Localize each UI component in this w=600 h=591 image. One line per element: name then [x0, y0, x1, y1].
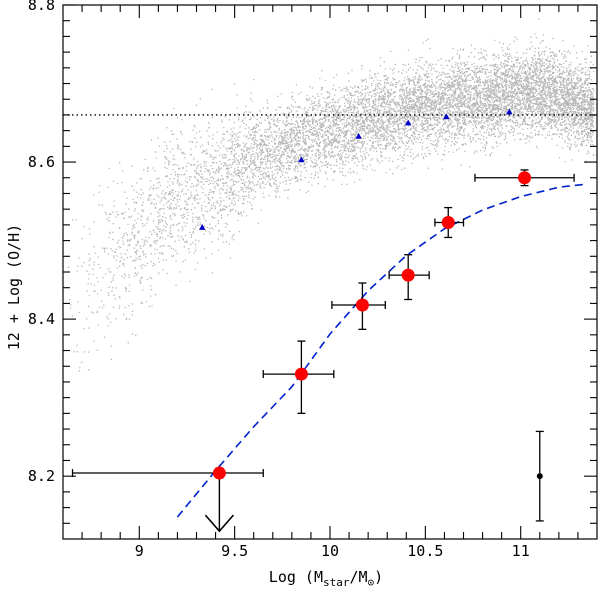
- x-tick-label: 11: [512, 542, 530, 560]
- binned-points: [212, 171, 532, 480]
- x-title-pre: Log (M: [269, 568, 323, 586]
- binned-point: [294, 367, 308, 381]
- y-tick-label: 8.8: [28, 0, 55, 14]
- triangle-point: [404, 119, 412, 126]
- y-tick-label: 8.2: [28, 467, 55, 485]
- y-axis-title: 12 + Log (O/H): [5, 224, 23, 350]
- triangle-point: [443, 113, 450, 120]
- binned-point: [401, 268, 415, 282]
- cloud-points: [67, 18, 595, 372]
- x-tick-label: 10.5: [407, 542, 443, 560]
- binned-point: [518, 171, 532, 185]
- binned-errorbars: [71, 169, 575, 533]
- x-title-sub1: star: [323, 576, 350, 589]
- representative-error: [535, 430, 544, 522]
- axis-ticks: [63, 4, 597, 539]
- rep-point: [536, 473, 543, 480]
- x-tick-label: 10: [321, 542, 339, 560]
- y-tick-labels: 8.2 8.4 8.6 8.8: [28, 0, 55, 485]
- binned-point: [441, 216, 455, 230]
- x-title-mid: /M: [349, 568, 367, 586]
- x-tick-labels: 9 9.5 10 10.5 11: [135, 542, 530, 560]
- triangle-point: [199, 224, 206, 230]
- background-cloud: [67, 18, 595, 372]
- x-title-sub2: ⊙: [368, 576, 375, 589]
- fit-curve: [176, 183, 588, 518]
- upper-limit-arrowhead: [204, 514, 234, 533]
- x-title-post: ): [374, 568, 383, 586]
- triangle-series: [199, 108, 513, 230]
- triangle-point: [506, 108, 513, 115]
- binned-point: [355, 298, 369, 312]
- triangle-point: [298, 156, 305, 163]
- triangle-point: [355, 132, 362, 139]
- y-tick-label: 8.4: [28, 310, 55, 328]
- y-tick-label: 8.6: [28, 153, 55, 171]
- x-tick-label: 9.5: [221, 542, 248, 560]
- x-tick-label: 9: [135, 542, 144, 560]
- binned-point: [212, 466, 226, 480]
- x-axis-title: Log (Mstar/M⊙): [269, 568, 383, 589]
